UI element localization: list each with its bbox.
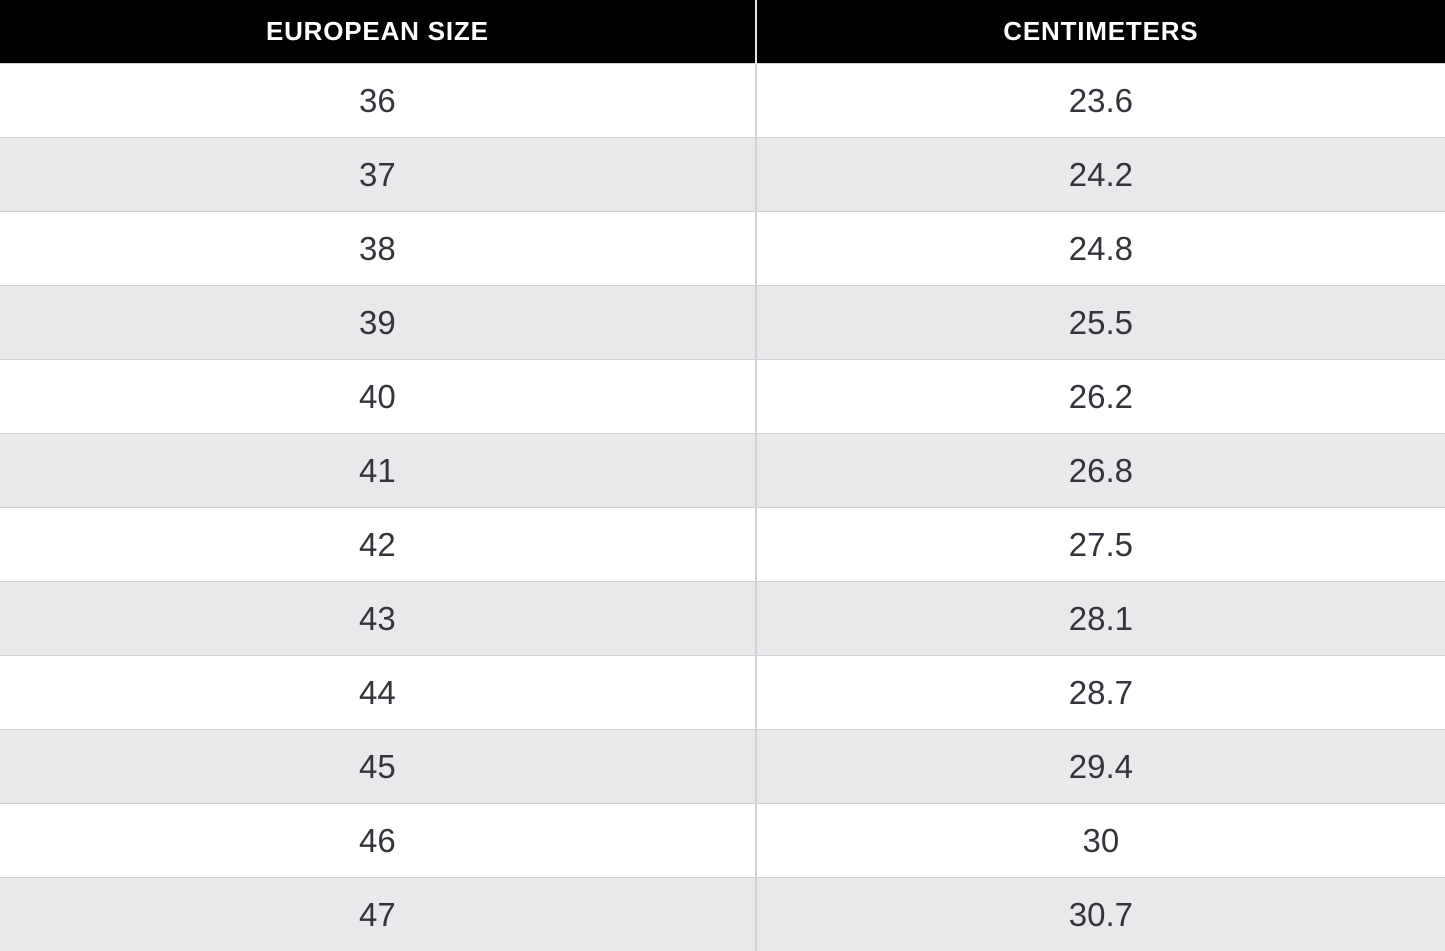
cm-cell: 28.7 bbox=[756, 656, 1445, 730]
cm-cell: 27.5 bbox=[756, 508, 1445, 582]
size-cell: 46 bbox=[0, 804, 756, 878]
cm-cell: 26.8 bbox=[756, 434, 1445, 508]
size-cell: 38 bbox=[0, 212, 756, 286]
table-header: EUROPEAN SIZE CENTIMETERS bbox=[0, 0, 1445, 64]
size-cell: 39 bbox=[0, 286, 756, 360]
cm-cell: 25.5 bbox=[756, 286, 1445, 360]
cm-cell: 24.2 bbox=[756, 138, 1445, 212]
size-cell: 41 bbox=[0, 434, 756, 508]
size-cell: 40 bbox=[0, 360, 756, 434]
size-cell: 37 bbox=[0, 138, 756, 212]
size-cell: 45 bbox=[0, 730, 756, 804]
cm-cell: 26.2 bbox=[756, 360, 1445, 434]
size-cell: 43 bbox=[0, 582, 756, 656]
size-cell: 36 bbox=[0, 64, 756, 138]
size-cell: 47 bbox=[0, 878, 756, 951]
cm-cell: 24.8 bbox=[756, 212, 1445, 286]
cm-cell: 23.6 bbox=[756, 64, 1445, 138]
column-header-centimeters: CENTIMETERS bbox=[756, 0, 1445, 64]
cm-cell: 30.7 bbox=[756, 878, 1445, 951]
cm-cell: 29.4 bbox=[756, 730, 1445, 804]
header-row: EUROPEAN SIZE CENTIMETERS bbox=[0, 0, 1445, 64]
cm-cell: 30 bbox=[756, 804, 1445, 878]
size-cell: 44 bbox=[0, 656, 756, 730]
size-cell: 42 bbox=[0, 508, 756, 582]
column-header-european-size: EUROPEAN SIZE bbox=[0, 0, 756, 64]
cm-cell: 28.1 bbox=[756, 582, 1445, 656]
